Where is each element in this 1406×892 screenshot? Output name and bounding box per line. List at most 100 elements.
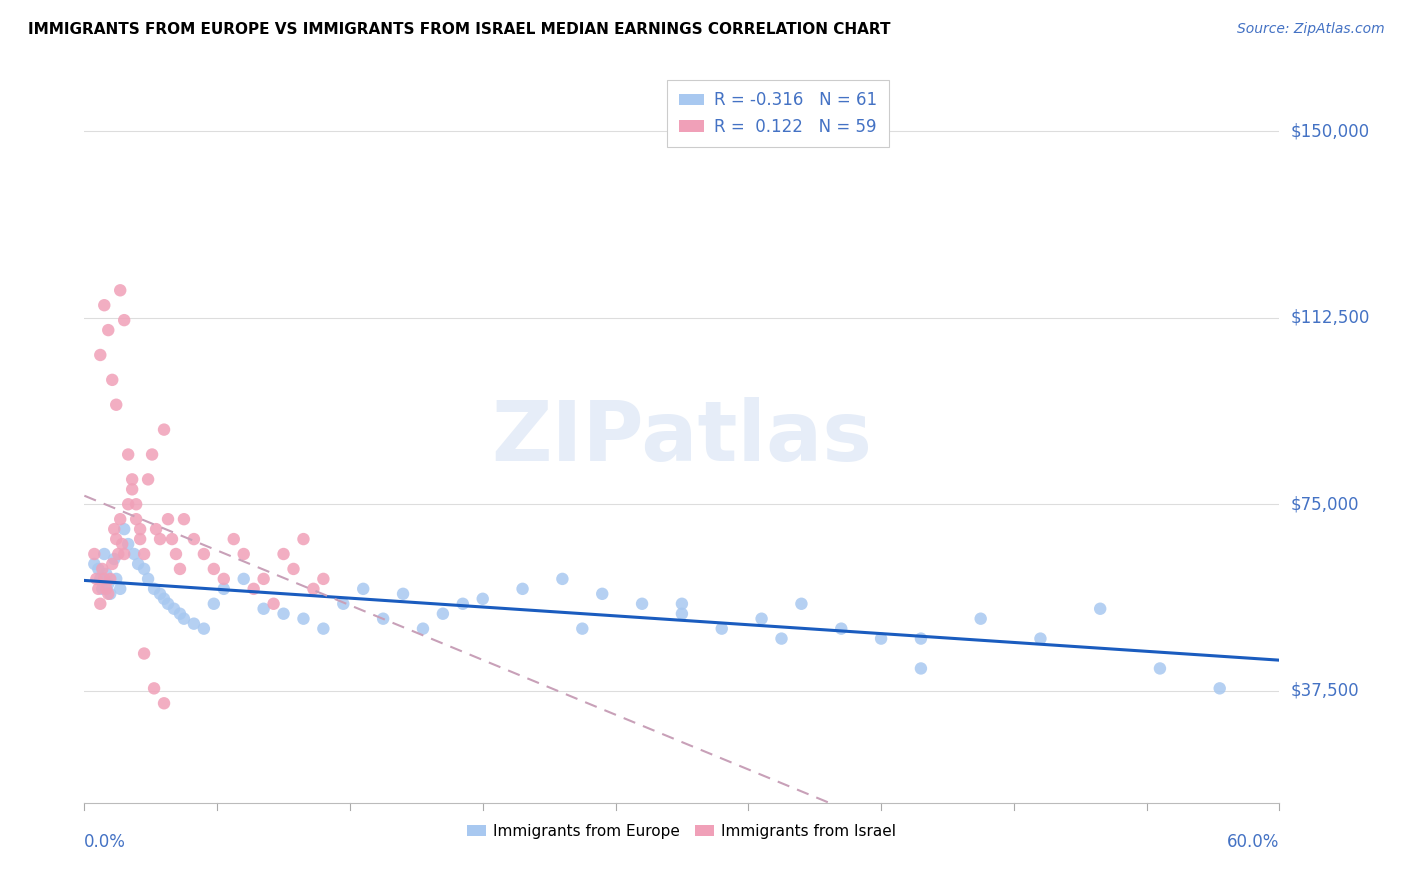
Point <box>173 612 195 626</box>
Point <box>157 597 180 611</box>
Point <box>1029 632 1052 646</box>
Point <box>163 601 186 615</box>
Point <box>273 607 295 621</box>
Point <box>86 572 108 586</box>
Point <box>671 607 693 621</box>
Text: Source: ZipAtlas.com: Source: ZipAtlas.com <box>1237 22 1385 37</box>
Point <box>110 283 132 297</box>
Point <box>97 587 120 601</box>
Point <box>157 512 180 526</box>
Legend: Immigrants from Europe, Immigrants from Israel: Immigrants from Europe, Immigrants from … <box>460 816 904 847</box>
Point <box>112 313 135 327</box>
Point <box>910 632 932 646</box>
Point <box>125 497 148 511</box>
Point <box>143 582 166 596</box>
Point <box>283 562 305 576</box>
Point <box>910 661 932 675</box>
Point <box>751 612 773 626</box>
Point <box>98 572 121 586</box>
Point <box>253 601 276 615</box>
Point <box>292 612 315 626</box>
Point <box>129 522 152 536</box>
Point <box>232 572 254 586</box>
Point <box>183 616 205 631</box>
Text: $75,000: $75,000 <box>1291 495 1360 513</box>
Point <box>183 532 205 546</box>
Point <box>107 547 129 561</box>
Point <box>373 612 395 626</box>
Point <box>193 547 215 561</box>
Point <box>97 577 120 591</box>
Point <box>451 597 474 611</box>
Text: ZIPatlas: ZIPatlas <box>492 397 872 477</box>
Point <box>121 483 143 497</box>
Point <box>292 532 315 546</box>
Point <box>122 547 145 561</box>
Point <box>93 298 115 312</box>
Point <box>136 572 159 586</box>
Point <box>103 522 125 536</box>
Point <box>117 448 139 462</box>
Point <box>89 572 111 586</box>
Point <box>153 423 176 437</box>
Point <box>332 597 354 611</box>
Point <box>97 323 120 337</box>
Point <box>112 547 135 561</box>
Point <box>392 587 415 601</box>
Point <box>93 547 115 561</box>
Point <box>96 582 118 596</box>
Point <box>103 552 125 566</box>
Point <box>83 557 105 571</box>
Point <box>153 591 176 606</box>
Point <box>173 512 195 526</box>
Point <box>1209 681 1232 696</box>
Point <box>111 537 134 551</box>
Point <box>471 591 494 606</box>
Point <box>202 562 225 576</box>
Point <box>242 582 264 596</box>
Point <box>160 532 183 546</box>
Point <box>273 547 295 561</box>
Point <box>512 582 534 596</box>
Point <box>830 622 852 636</box>
Point <box>127 557 149 571</box>
Point <box>110 512 132 526</box>
Point <box>125 512 148 526</box>
Point <box>312 572 335 586</box>
Point <box>117 537 139 551</box>
Point <box>129 532 152 546</box>
Point <box>149 587 172 601</box>
Point <box>212 582 235 596</box>
Point <box>1149 661 1171 675</box>
Point <box>263 597 285 611</box>
Point <box>121 472 143 486</box>
Point <box>136 472 159 486</box>
Point <box>101 373 124 387</box>
Point <box>770 632 793 646</box>
Point <box>149 532 172 546</box>
Point <box>87 582 110 596</box>
Point <box>591 587 613 601</box>
Point <box>96 566 118 581</box>
Point <box>110 582 132 596</box>
Point <box>551 572 574 586</box>
Point <box>302 582 325 596</box>
Point <box>571 622 593 636</box>
Text: $112,500: $112,500 <box>1291 309 1369 326</box>
Point <box>165 547 187 561</box>
Point <box>132 562 156 576</box>
Point <box>631 597 654 611</box>
Point <box>312 622 335 636</box>
Point <box>671 597 693 611</box>
Point <box>232 547 254 561</box>
Point <box>89 597 111 611</box>
Text: IMMIGRANTS FROM EUROPE VS IMMIGRANTS FROM ISRAEL MEDIAN EARNINGS CORRELATION CHA: IMMIGRANTS FROM EUROPE VS IMMIGRANTS FRO… <box>28 22 890 37</box>
Point <box>193 622 215 636</box>
Point <box>710 622 733 636</box>
Point <box>105 398 128 412</box>
Point <box>87 562 110 576</box>
Point <box>112 522 135 536</box>
Point <box>222 532 245 546</box>
Point <box>1090 601 1112 615</box>
Point <box>91 582 114 596</box>
